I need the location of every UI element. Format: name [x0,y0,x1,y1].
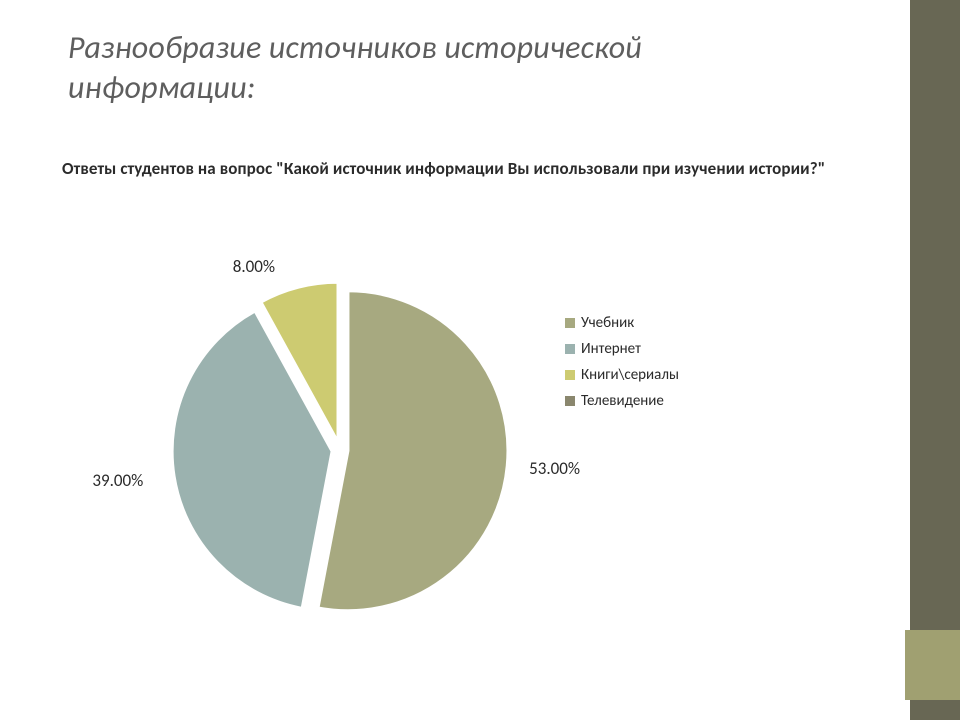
legend-item: Телевидение [565,388,679,414]
pie-slice [318,291,508,611]
slide-stage: Разнообразие источников исторической инф… [0,0,960,720]
pie-chart: 53.00%39.00%8.00% [140,200,540,680]
legend-label: Телевидение [581,392,664,410]
legend-swatch [565,344,575,354]
legend-label: Книги\сериалы [581,366,679,384]
pie-data-label: 8.00% [233,256,275,277]
legend-swatch [565,318,575,328]
right-sidebar-stripe [910,0,960,720]
legend-item: Интернет [565,336,679,362]
accent-square [905,630,960,700]
legend-label: Учебник [581,314,634,332]
pie-data-label: 53.00% [529,458,580,479]
pie-data-label: 39.00% [92,470,143,491]
legend-item: Учебник [565,310,679,336]
chart-legend: Учебник Интернет Книги\сериалы Телевидение [565,310,679,414]
chart-title: Ответы студентов на вопрос "Какой источн… [62,158,892,179]
legend-swatch [565,370,575,380]
legend-swatch [565,396,575,406]
slide-title: Разнообразие источников исторической инф… [68,28,828,108]
legend-label: Интернет [581,340,641,358]
legend-item: Книги\сериалы [565,362,679,388]
